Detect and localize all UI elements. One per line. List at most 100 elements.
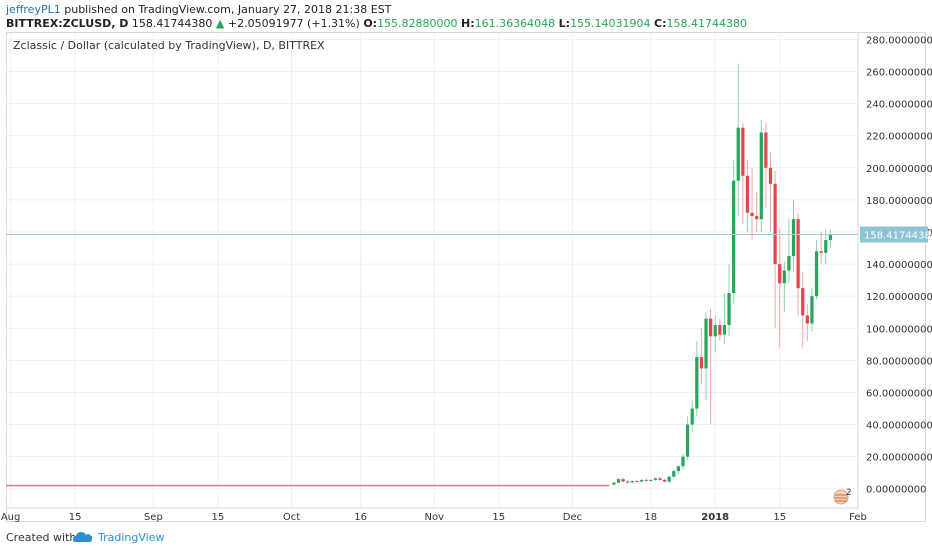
candle-body: [639, 479, 644, 482]
last-price-tag: [860, 226, 928, 243]
close-label: C:: [654, 17, 667, 30]
candle-body: [796, 219, 800, 289]
candle-body: [745, 175, 750, 213]
price-change: +2.05091977 (+1.31%): [227, 17, 360, 30]
candle-body: [616, 479, 621, 483]
y-tick-label: 80.00000000: [866, 356, 932, 367]
candle-body: [612, 482, 616, 485]
x-tick-label: Feb: [849, 512, 867, 523]
candle-body: [736, 127, 740, 181]
x-tick-label: 18: [644, 512, 657, 523]
candle-body: [722, 325, 727, 335]
publish-line: jeffreyPL1 published on TradingView.com,…: [6, 3, 391, 16]
candle-body: [791, 219, 796, 257]
candle-body: [690, 408, 694, 425]
candle-body: [704, 318, 708, 369]
candle-body: [653, 478, 657, 480]
x-tick-label: Aug: [1, 512, 21, 523]
x-tick-label: Oct: [283, 512, 300, 523]
y-tick-label: 60.00000000: [866, 388, 932, 399]
candle-body: [695, 357, 699, 409]
y-tick-label: 280.00000000: [866, 35, 932, 46]
last-price: 158.41744380: [131, 17, 213, 30]
y-tick-label: 120.00000000: [866, 292, 932, 303]
x-tick-label: 15: [492, 512, 505, 523]
flag-icon[interactable]: 2: [830, 487, 856, 505]
symbol-label: BITTREX:ZCLUSD, D: [6, 17, 129, 30]
candle-body: [759, 132, 763, 220]
y-tick-label: 0.00000000: [866, 485, 926, 496]
candle-body: [667, 476, 671, 482]
candle-body: [778, 264, 782, 284]
x-tick-label: 15: [773, 512, 786, 523]
candle-body: [741, 127, 745, 176]
tradingview-brand-link[interactable]: TradingView: [98, 531, 165, 544]
x-tick-label: Nov: [425, 512, 445, 523]
footer: Created with TradingView: [0, 522, 932, 550]
high-value: 161.36364048: [474, 17, 556, 30]
tradingview-cloud-icon[interactable]: [72, 530, 94, 544]
candle-body: [685, 424, 690, 457]
y-tick-label: 240.00000000: [866, 100, 932, 111]
candle-body: [824, 240, 828, 253]
y-tick-label: 220.00000000: [866, 132, 932, 143]
candle-body: [630, 481, 634, 483]
y-tick-label: 260.00000000: [866, 68, 932, 79]
candle-body: [644, 479, 648, 481]
candle-body: [635, 481, 639, 483]
author-link[interactable]: jeffreyPL1: [6, 3, 61, 16]
candle-body: [727, 292, 731, 326]
candle-body: [828, 234, 832, 241]
badge-count: 2: [846, 488, 852, 498]
high-label: H:: [461, 17, 475, 30]
candle-body: [732, 180, 736, 293]
x-tick-label: 15: [69, 512, 82, 523]
x-tick-label: 16: [354, 512, 367, 523]
candle-body: [672, 471, 676, 477]
candle-body: [755, 215, 759, 220]
candle-body: [810, 296, 814, 324]
y-tick-label: 100.00000000: [866, 324, 932, 335]
candle-body: [750, 212, 754, 216]
candle-body: [681, 456, 685, 467]
candle-body: [649, 479, 653, 481]
close-value: 158.41744380: [666, 17, 748, 30]
y-tick-label: 180.00000000: [866, 196, 932, 207]
candle-body: [718, 325, 722, 335]
x-tick-label: 2018: [701, 512, 729, 523]
x-tick-label: Sep: [144, 512, 163, 523]
low-label: L:: [558, 17, 571, 30]
candle-body: [713, 325, 717, 337]
x-tick-label: Dec: [563, 512, 582, 523]
candle-body: [709, 318, 713, 337]
up-arrow-icon: ▲: [215, 17, 225, 30]
candle-body: [764, 132, 768, 168]
candle-body: [626, 481, 630, 483]
candle-body: [773, 183, 777, 265]
chart-frame[interactable]: [6, 32, 926, 522]
candle-body: [801, 288, 805, 316]
chart-title: Zclassic / Dollar (calculated by Trading…: [13, 39, 325, 52]
y-tick-label: 140.00000000: [866, 260, 932, 271]
candle-body: [699, 357, 704, 369]
candle-body: [782, 270, 786, 284]
y-tick-label: 200.00000000: [866, 164, 932, 175]
candle-body: [768, 167, 773, 184]
x-tick-label: 15: [211, 512, 224, 523]
candle-body: [805, 315, 809, 324]
low-value: 155.14031904: [570, 17, 651, 30]
open-value: 155.82880000: [377, 17, 458, 30]
candle-body: [621, 479, 625, 482]
candle-body: [819, 251, 823, 253]
candle-body: [658, 478, 662, 480]
ohlc-line: BITTREX:ZCLUSD, D 158.41744380 ▲ +2.0509…: [6, 17, 747, 30]
published-text: published on TradingView.com, January 27…: [64, 3, 392, 16]
created-with-text: Created with: [6, 531, 77, 544]
candle-body: [787, 256, 791, 271]
candle-body: [662, 479, 667, 482]
y-tick-label: 20.00000000: [866, 453, 932, 464]
last-price-tag-label: 158.41744380: [864, 231, 932, 242]
chart-header: jeffreyPL1 published on TradingView.com,…: [0, 0, 932, 32]
open-label: O:: [363, 17, 378, 30]
